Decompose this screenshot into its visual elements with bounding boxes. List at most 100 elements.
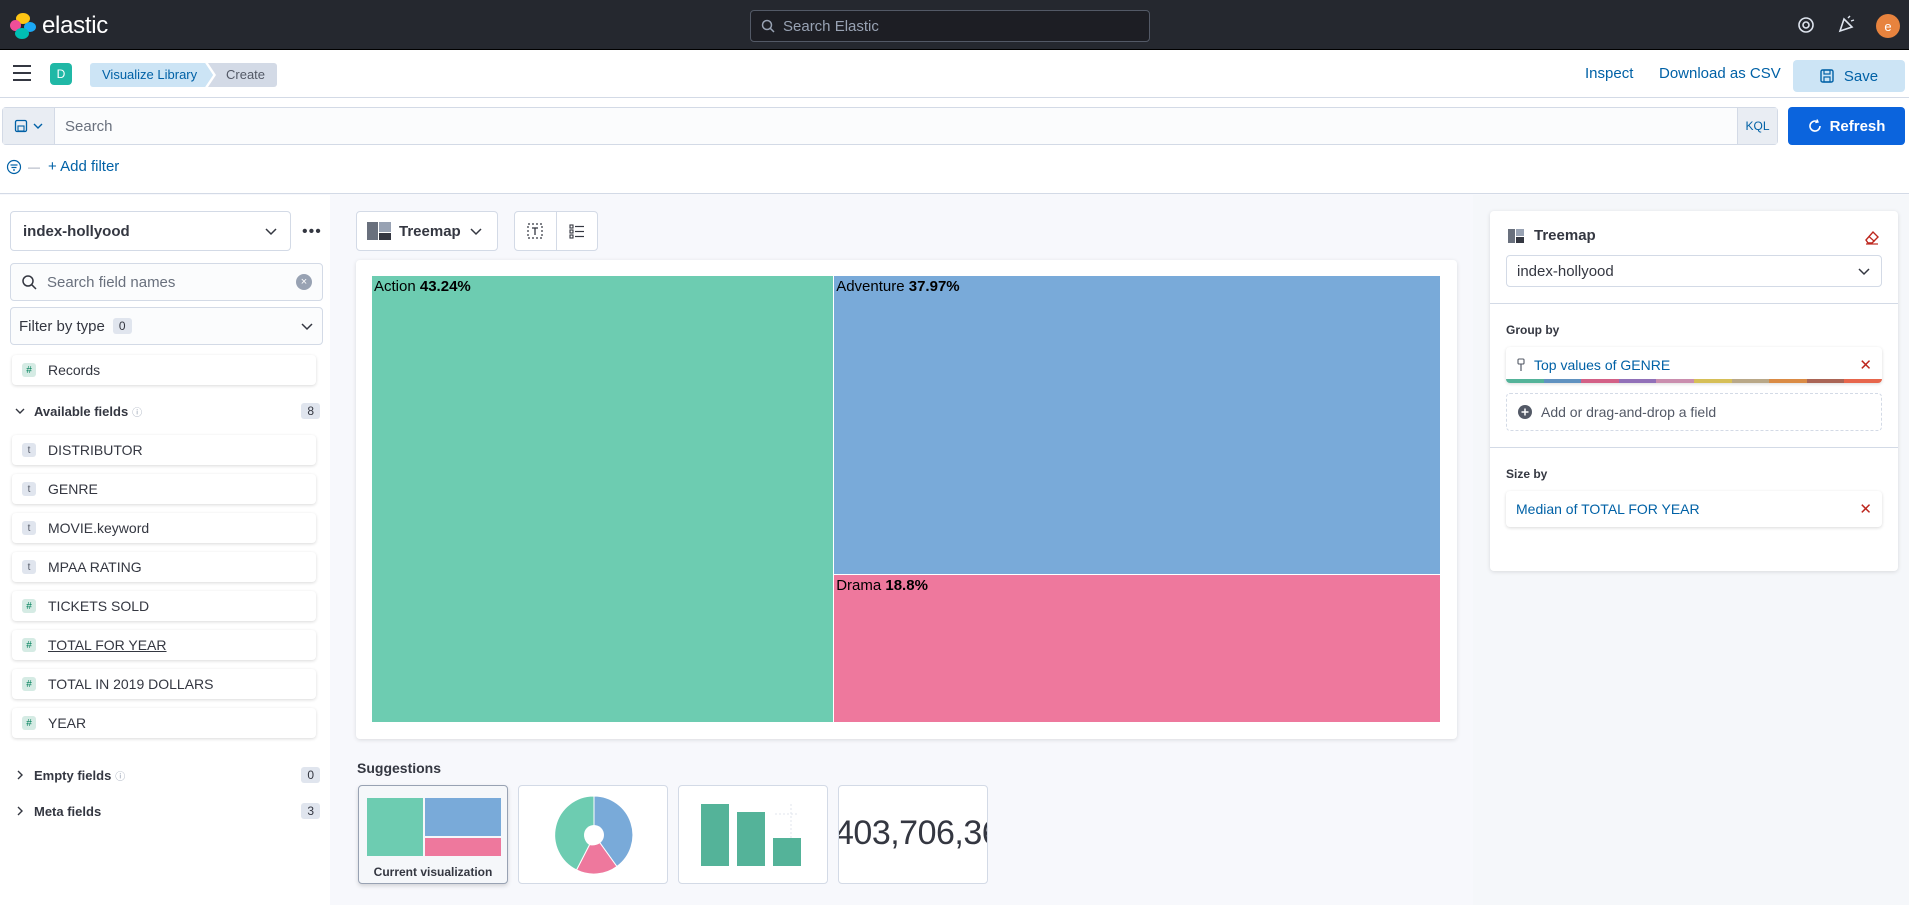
inspect-link[interactable]: Inspect: [1585, 65, 1634, 82]
field-name: TICKETS SOLD: [48, 598, 150, 614]
field-item[interactable]: # TICKETS SOLD: [12, 591, 316, 621]
filter-divider: —: [28, 159, 40, 174]
field-search-placeholder: Search field names: [47, 273, 176, 291]
field-item[interactable]: # TOTAL IN 2019 DOLLARS: [12, 669, 316, 699]
chart-type-select[interactable]: Treemap: [356, 211, 498, 251]
string-type-icon: t: [22, 521, 36, 535]
kql-language-toggle[interactable]: KQL: [1737, 108, 1777, 144]
suggestion-current-visualization[interactable]: Current visualization: [358, 785, 508, 884]
field-records[interactable]: # Records: [12, 355, 316, 385]
query-input-wrapper: KQL: [2, 107, 1778, 145]
layer-title-label: Treemap: [1534, 227, 1596, 244]
size-by-dimension[interactable]: Median of TOTAL FOR YEAR ✕: [1506, 491, 1882, 527]
field-search-input[interactable]: Search field names ×: [10, 263, 323, 301]
field-item[interactable]: t DISTRIBUTOR: [12, 435, 316, 465]
refresh-label: Refresh: [1829, 117, 1886, 135]
treemap-label-action: Action 43.24%: [374, 278, 471, 295]
available-fields-toggle[interactable]: Available fields ⓘ 8: [14, 403, 320, 419]
treemap-label-drama: Drama 18.8%: [836, 576, 928, 594]
user-avatar[interactable]: e: [1876, 14, 1900, 38]
field-name: MOVIE.keyword: [48, 520, 150, 536]
treemap-cell-action[interactable]: Action 43.24%: [372, 276, 834, 722]
chart-type-label: Treemap: [399, 222, 461, 240]
size-by-value: Median of TOTAL FOR YEAR: [1516, 501, 1700, 517]
elastic-logo-icon: [10, 13, 36, 39]
filter-menu-icon[interactable]: [6, 159, 22, 175]
add-field-dropzone[interactable]: Add or drag-and-drop a field: [1506, 393, 1882, 431]
field-list-panel: index-hollyood ••• Search field names × …: [0, 195, 330, 905]
string-type-icon: t: [22, 443, 36, 457]
drag-handle-icon: [1517, 358, 1525, 371]
legend-icon: [569, 224, 584, 239]
treemap-label-adventure: Adventure 37.97%: [836, 278, 960, 295]
newsfeed-icon[interactable]: [1836, 15, 1856, 35]
group-by-dimension[interactable]: Top values of GENRE ✕: [1506, 347, 1882, 383]
size-by-label: Size by: [1506, 467, 1548, 481]
query-search-input[interactable]: [55, 108, 1737, 144]
field-item[interactable]: t GENRE: [12, 474, 316, 504]
layer-title: Treemap: [1508, 227, 1596, 244]
help-icon[interactable]: [1796, 15, 1816, 35]
download-csv-link[interactable]: Download as CSV: [1659, 65, 1781, 82]
more-options-icon[interactable]: •••: [302, 223, 322, 240]
remove-icon[interactable]: ✕: [1859, 501, 1872, 518]
filter-by-type-button[interactable]: Filter by type 0: [10, 307, 323, 345]
field-name: TOTAL IN 2019 DOLLARS: [48, 676, 214, 692]
clear-icon[interactable]: ×: [296, 274, 312, 290]
string-type-icon: t: [22, 560, 36, 574]
visual-options-button[interactable]: [515, 212, 556, 250]
palette-swatch: [1731, 379, 1770, 383]
eraser-icon[interactable]: [1864, 229, 1880, 245]
layer-index-select[interactable]: index-hollyood: [1506, 255, 1882, 287]
number-type-icon: #: [22, 677, 36, 691]
meta-fields-toggle[interactable]: Meta fields 3: [14, 803, 320, 819]
index-pattern-name: index-hollyood: [23, 222, 130, 240]
current-visualization-label: Current visualization: [373, 865, 493, 879]
global-search-placeholder: Search Elastic: [783, 17, 879, 35]
chevron-down-icon: [1858, 268, 1870, 276]
treemap-cell-adventure[interactable]: Adventure 37.97%: [834, 276, 1440, 574]
palette-swatch: [1506, 379, 1544, 383]
breadcrumb-visualize-library[interactable]: Visualize Library: [90, 63, 213, 87]
saved-query-button[interactable]: [3, 108, 55, 144]
field-name: DISTRIBUTOR: [48, 442, 143, 458]
space-avatar[interactable]: D: [50, 63, 72, 85]
workspace: Treemap Action 43.24% Adventure 37.97% D…: [340, 195, 1473, 905]
help-icon: ⓘ: [115, 771, 126, 783]
global-search-input[interactable]: Search Elastic: [750, 10, 1150, 42]
toolbar-group: [514, 211, 598, 251]
refresh-button[interactable]: Refresh: [1788, 107, 1905, 145]
suggestion-bar-chart[interactable]: [678, 785, 828, 884]
suggestion-metric[interactable]: 403,706,368: [838, 785, 988, 884]
empty-fields-label: Empty fields: [34, 767, 112, 783]
treemap-chart[interactable]: Action 43.24% Adventure 37.97% Drama 18.…: [356, 260, 1457, 739]
save-button[interactable]: Save: [1793, 60, 1905, 92]
empty-fields-count: 0: [301, 767, 320, 783]
field-name: YEAR: [48, 715, 87, 731]
field-item[interactable]: t MOVIE.keyword: [12, 513, 316, 543]
available-fields-count: 8: [301, 403, 320, 419]
global-header: elastic Search Elastic e: [0, 0, 1909, 50]
legend-options-button[interactable]: [555, 212, 598, 250]
empty-fields-toggle[interactable]: Empty fields ⓘ 0: [14, 767, 320, 783]
color-palette-strip: [1506, 379, 1882, 383]
field-item[interactable]: # YEAR: [12, 708, 316, 738]
save-label: Save: [1843, 67, 1879, 85]
menu-icon[interactable]: [13, 65, 31, 81]
help-icon: ⓘ: [132, 407, 143, 419]
divider: [1490, 303, 1898, 304]
field-item[interactable]: t MPAA RATING: [12, 552, 316, 582]
field-item[interactable]: # TOTAL FOR YEAR: [12, 630, 316, 660]
elastic-logo[interactable]: elastic: [10, 12, 108, 40]
suggestion-donut[interactable]: [518, 785, 668, 884]
add-filter-button[interactable]: + Add filter: [48, 158, 120, 175]
treemap-cell-drama[interactable]: Drama 18.8%: [834, 574, 1440, 722]
breadcrumb-create: Create: [208, 63, 278, 87]
meta-fields-count: 3: [301, 803, 320, 819]
remove-icon[interactable]: ✕: [1859, 357, 1872, 374]
index-pattern-select[interactable]: index-hollyood: [10, 211, 291, 251]
filter-row: — + Add filter: [6, 158, 119, 175]
number-type-icon: #: [22, 599, 36, 613]
field-name: MPAA RATING: [48, 559, 142, 575]
palette-swatch: [1769, 379, 1807, 383]
